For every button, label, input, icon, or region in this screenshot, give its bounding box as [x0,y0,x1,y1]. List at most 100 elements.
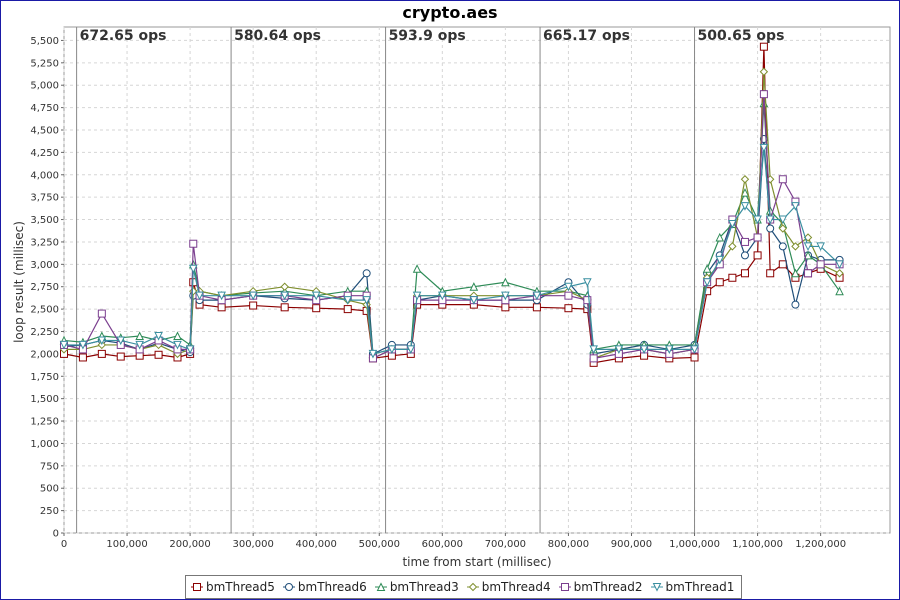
y-tick-label: 5,500 [30,36,59,47]
data-point [116,352,125,361]
x-tick-label: 200,000 [169,539,210,550]
legend-marker [560,583,569,591]
data-point [532,291,542,301]
data-point [759,67,769,76]
data-point [280,303,289,312]
plot-area [63,26,891,534]
data-point [412,264,422,273]
data-point [59,340,69,350]
legend-marker [284,583,293,591]
data-point [532,303,541,312]
data-point [702,264,712,273]
data-point [715,255,725,265]
data-point [469,282,479,291]
data-point [715,232,725,242]
data-point [614,345,624,355]
legend-marker [468,582,477,592]
phase-marker-label: 672.65 ops [80,28,167,44]
legend-label: bmThread4 [481,580,551,594]
data-point [173,331,182,340]
data-point [97,349,106,358]
data-point [501,303,510,312]
data-point [501,291,510,301]
x-tick-label: 700,000 [485,539,526,550]
data-point [501,277,510,287]
x-tick-label: 800,000 [548,539,589,550]
chart-title: crypto.aes [402,3,498,22]
legend-item: bmThread5 [191,580,275,594]
data-point [759,90,768,99]
data-point [791,242,800,251]
data-point [766,224,775,233]
y-tick-label: 750 [40,461,59,472]
data-point [816,242,825,252]
data-point [690,353,699,362]
x-tick-label: 1,200,000 [795,539,846,550]
data-point [715,278,724,287]
data-point [248,291,258,301]
data-point [387,345,397,355]
legend-item: bmThread6 [282,580,367,594]
y-tick-label: 1,250 [30,417,59,428]
y-tick-label: 1,000 [30,439,59,450]
data-point [312,304,321,313]
legend-marker-icon [650,583,663,592]
data-point [589,345,598,355]
x-tick-label: 600,000 [422,539,463,550]
data-point [217,303,226,312]
data-point [791,202,800,211]
legend: bmThread5 bmThread6 bmThread3 bmThread4 bmTh… [185,575,743,599]
data-point [803,242,813,252]
data-point [195,291,204,301]
y-tick-label: 3,500 [30,215,59,226]
legend-marker-icon [466,582,479,592]
data-point [154,331,163,341]
y-tick-label: 2,250 [30,327,59,338]
data-point [249,301,258,310]
series-bmThread1 [59,143,844,359]
y-tick-label: 1,750 [30,372,59,383]
data-point [188,264,198,274]
data-point [469,296,479,305]
data-point [740,251,749,260]
data-point [778,175,787,184]
legend-marker-icon [374,582,387,591]
data-point [343,296,353,305]
data-point [702,278,712,287]
data-point [583,278,592,287]
data-point [740,175,750,184]
data-point [135,331,144,340]
legend-label: bmThread3 [389,580,459,594]
data-point [765,215,775,225]
x-tick-label: 1,000,000 [669,539,720,550]
data-point [791,300,800,309]
data-point [740,237,749,246]
x-tick-label: 900,000 [611,539,652,550]
x-tick-label: 400,000 [296,539,337,550]
data-point [759,42,768,51]
data-point [766,269,775,278]
legend-label: bmThread1 [665,580,735,594]
data-point [835,286,844,296]
legend-item: bmThread3 [374,580,459,594]
data-point [78,353,87,362]
data-point [412,291,422,301]
data-point [406,345,416,355]
x-tick-label: 100,000 [106,539,147,550]
y-tick-label: 2,500 [30,305,59,316]
data-point [217,291,226,301]
data-point [173,340,182,350]
data-point [665,345,674,355]
data-point [740,269,749,278]
y-tick-label: 4,750 [30,103,59,114]
data-point [362,269,371,278]
legend-label: bmThread2 [573,580,643,594]
data-point [564,282,573,292]
data-point [116,336,126,346]
y-tick-label: 4,000 [30,170,59,181]
data-point [816,260,825,269]
data-point [803,250,813,260]
y-tick-label: 5,000 [30,81,59,92]
phase-marker-label: 593.9 ops [389,28,466,44]
